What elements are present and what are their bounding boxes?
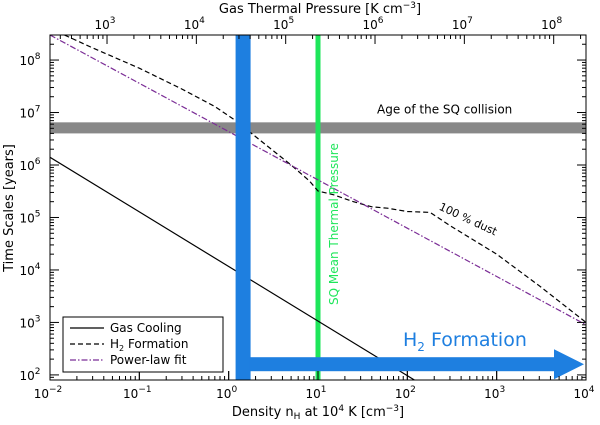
formation-arrow-label: H2 Formation bbox=[403, 329, 527, 354]
dust-annotation: 100 % dust bbox=[437, 200, 500, 238]
x-axis-title: Density nH at 104 K [cm−3] bbox=[232, 404, 404, 422]
y-tick-label: 102 bbox=[19, 367, 40, 383]
x-tick-label: 102 bbox=[395, 385, 416, 401]
h2-formation-line bbox=[62, 35, 586, 323]
y-tick-label: 108 bbox=[19, 52, 40, 68]
legend-label-h2-formation: H2 Formation bbox=[110, 337, 189, 353]
y-tick-label: 106 bbox=[19, 157, 40, 173]
y-tick-label: 105 bbox=[19, 209, 40, 225]
legend: Gas Cooling H2 Formation Power-law fit bbox=[62, 316, 224, 373]
formation-arrow-head bbox=[554, 349, 584, 380]
x-tick-label: 10−1 bbox=[123, 385, 152, 401]
x-tick-label: 100 bbox=[216, 385, 237, 401]
top-tick-label: 103 bbox=[95, 16, 116, 32]
gas-cooling-line bbox=[50, 156, 415, 380]
top-tick-label: 107 bbox=[452, 16, 473, 32]
power-law-fit-line bbox=[50, 35, 586, 326]
x-tick-label: 10−2 bbox=[34, 385, 63, 401]
x-tick-label: 104 bbox=[573, 385, 594, 401]
x-tick-label: 101 bbox=[305, 385, 326, 401]
y-tick-label: 107 bbox=[19, 105, 40, 121]
y-tick-label: 104 bbox=[19, 262, 40, 278]
age-band-label: Age of the SQ collision bbox=[377, 102, 512, 116]
y-axis-title: Time Scales [years] bbox=[2, 144, 17, 273]
top-tick-label: 108 bbox=[541, 16, 562, 32]
top-tick-label: 106 bbox=[363, 16, 384, 32]
top-axis-title: Gas Thermal Pressure [K cm−3] bbox=[219, 1, 421, 17]
sq-mean-pressure-label: SQ Mean Thermal Pressure bbox=[327, 143, 341, 305]
top-tick-label: 104 bbox=[184, 16, 205, 32]
y-tick-label: 103 bbox=[19, 314, 40, 330]
formation-arrow-shaft bbox=[249, 357, 556, 372]
legend-label-power-law-fit: Power-law fit bbox=[110, 353, 187, 367]
top-tick-label: 105 bbox=[273, 16, 294, 32]
legend-label-gas-cooling: Gas Cooling bbox=[110, 321, 182, 335]
x-tick-label: 103 bbox=[484, 385, 505, 401]
